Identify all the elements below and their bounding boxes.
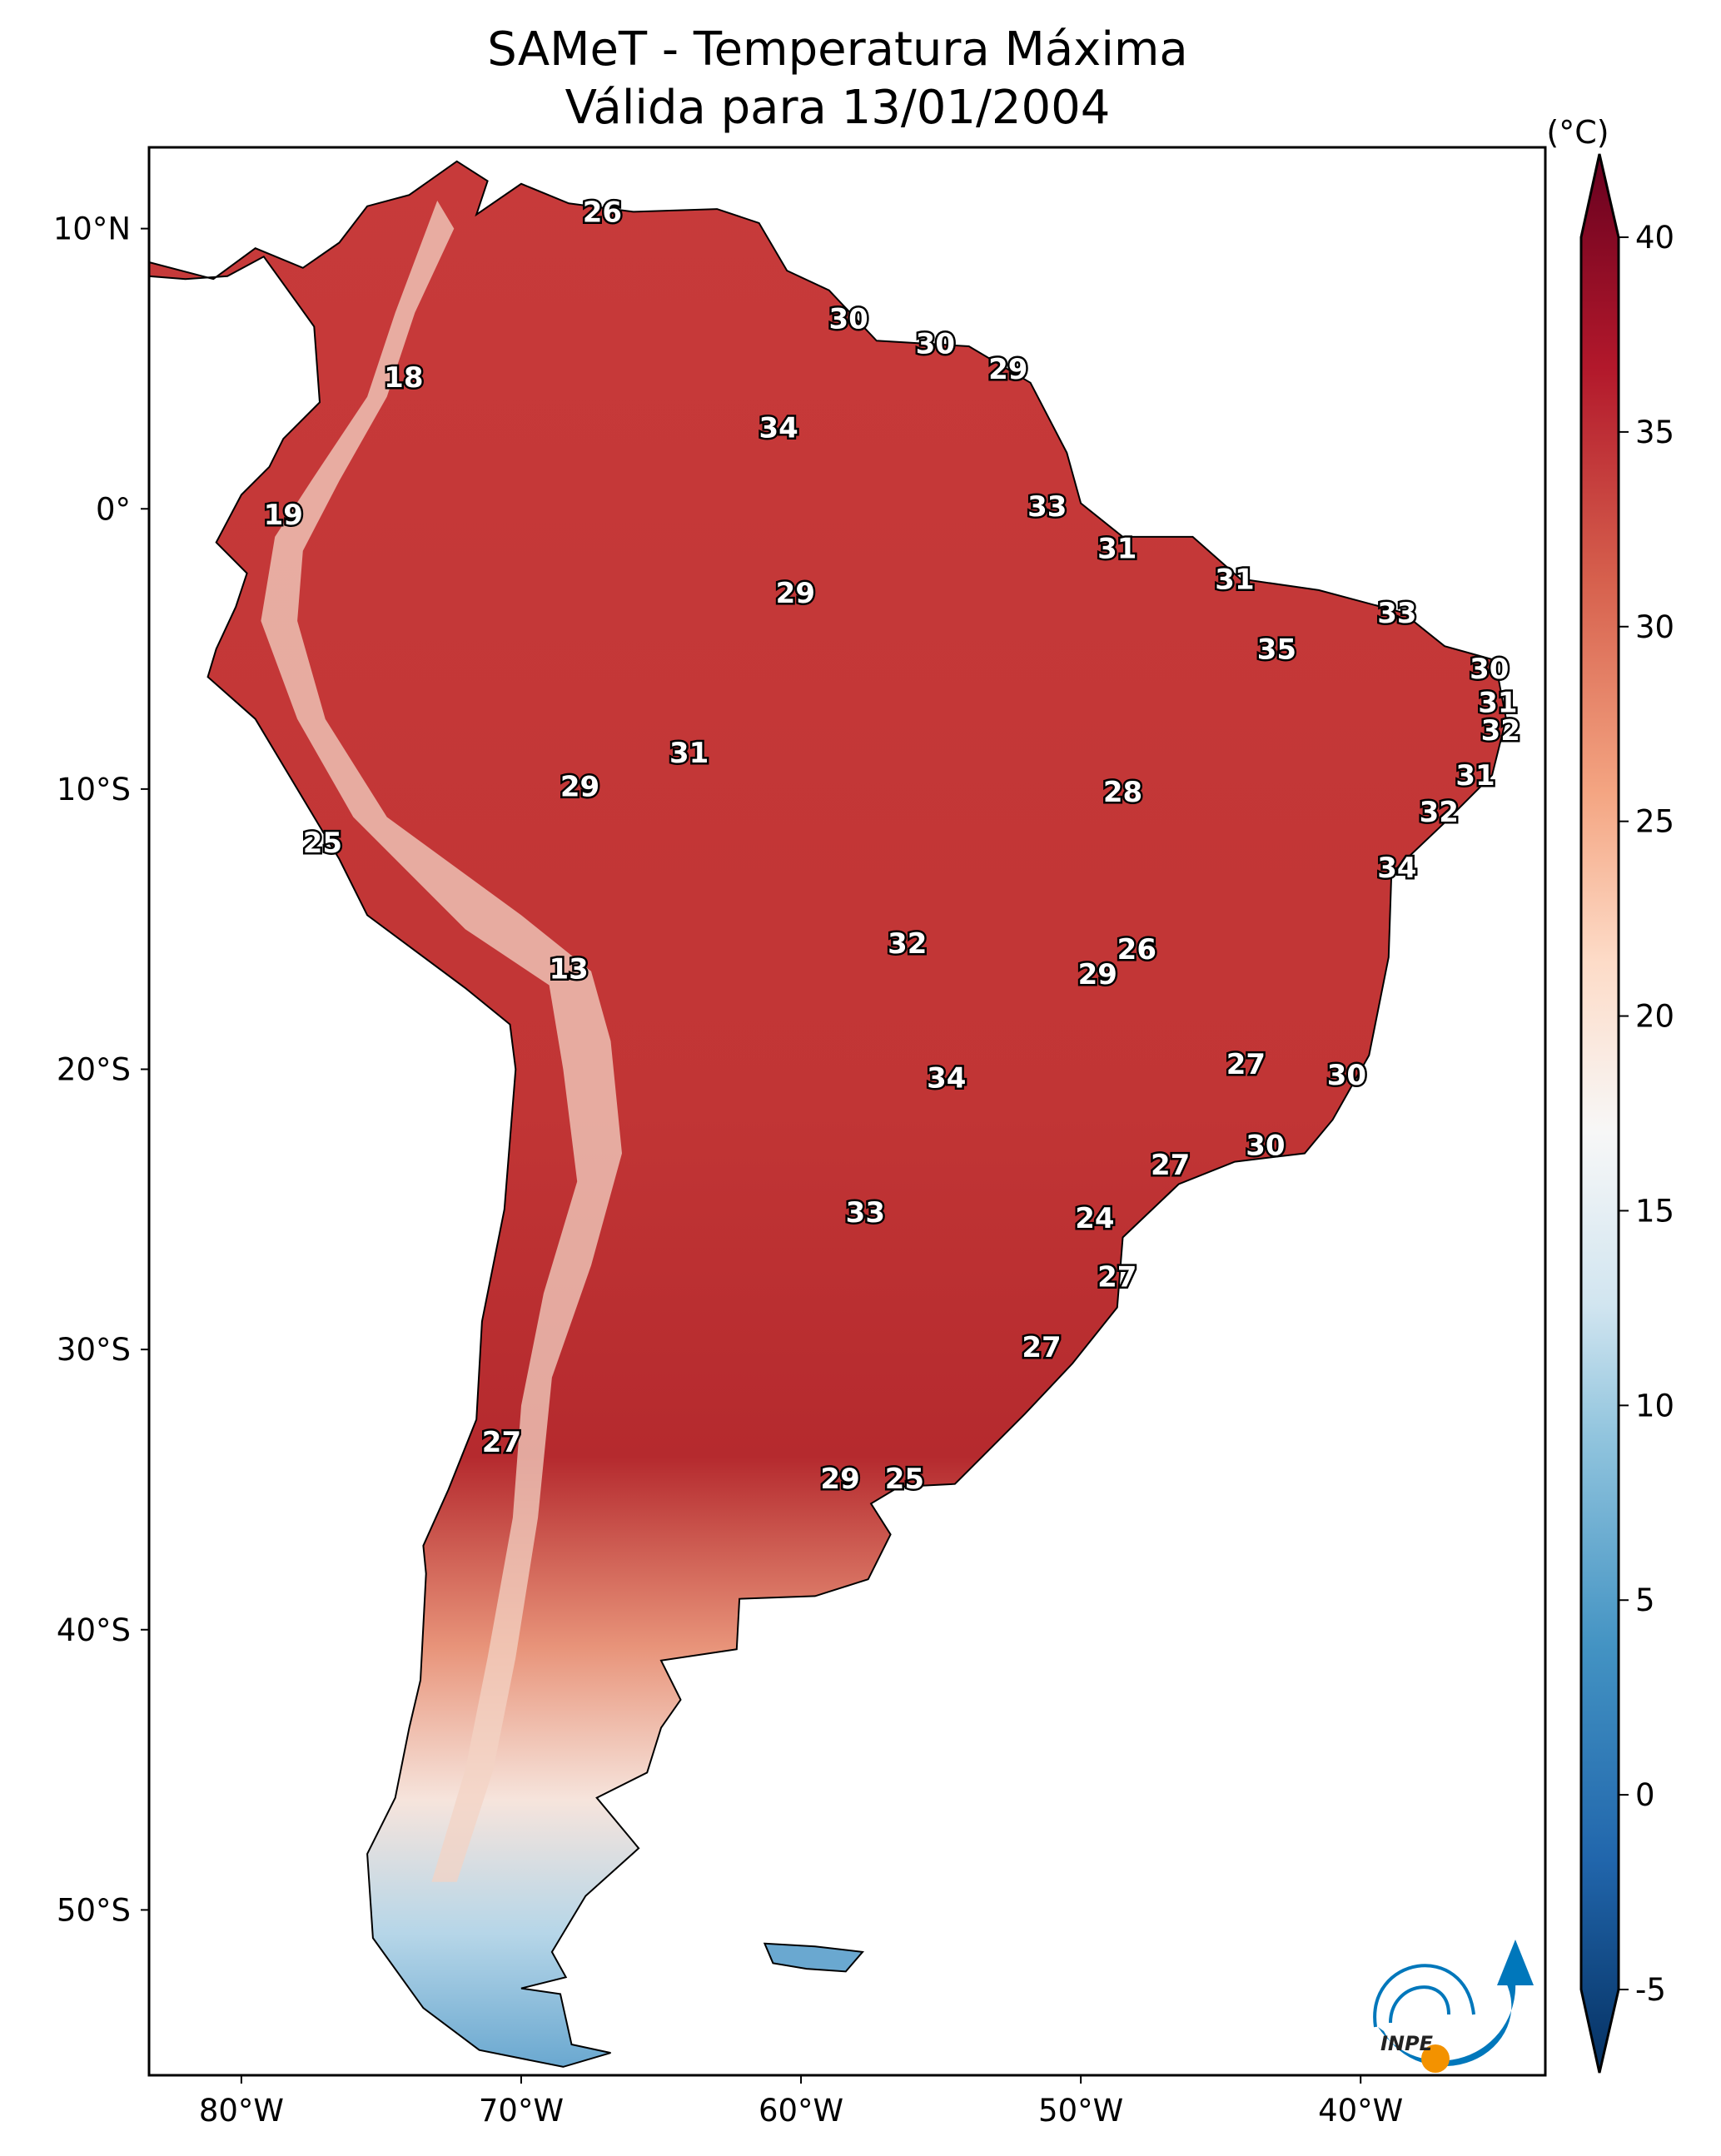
lat-tick-label: 20°S	[57, 1052, 131, 1088]
contour-label: 33	[846, 1196, 885, 1230]
contour-label: 25	[885, 1463, 924, 1496]
longitude-ticks: 80°W 70°W 60°W 50°W 40°W	[199, 2075, 1403, 2129]
contour-label: 29	[776, 577, 815, 610]
contour-label: 27	[1097, 1261, 1137, 1294]
lat-tick-label: 30°S	[57, 1332, 131, 1368]
contour-label: 26	[1117, 933, 1156, 966]
contour-label: 34	[1377, 852, 1416, 885]
colorbar-tick-label: 20	[1635, 999, 1674, 1035]
contour-label: 27	[1151, 1149, 1190, 1182]
colorbar-tick-label: 30	[1635, 609, 1674, 645]
contour-label: 27	[482, 1426, 521, 1459]
lat-tick-label: 10°N	[53, 211, 131, 247]
lon-tick-label: 60°W	[759, 2093, 843, 2129]
south-america-temperature-field	[148, 160, 1507, 2068]
contour-label: 30	[829, 302, 868, 335]
lat-tick-label: 0°	[96, 491, 131, 527]
title-line-2: Válida para 13/01/2004	[565, 81, 1111, 135]
contour-label: 31	[1215, 563, 1254, 596]
colorbar-tick-label: 40	[1635, 220, 1674, 256]
contour-label: 13	[549, 952, 588, 986]
contour-label: 30	[1470, 653, 1509, 686]
lat-tick-label: 40°S	[57, 1612, 131, 1648]
latitude-ticks: 10°N 0° 10°S 20°S 30°S 40°S 50°S	[53, 211, 149, 1928]
contour-label: 27	[1226, 1048, 1266, 1081]
contour-label: 32	[1481, 714, 1520, 748]
lat-tick-label: 10°S	[57, 772, 131, 807]
contour-label: 29	[988, 353, 1027, 386]
lat-tick-label: 50°S	[57, 1892, 131, 1928]
contour-label: 35	[1257, 633, 1296, 667]
contour-label: 29	[560, 771, 599, 804]
title-line-1: SAMeT - Temperatura Máxima	[487, 22, 1188, 77]
contour-label: 32	[888, 927, 927, 961]
colorbar-tick-label: 15	[1635, 1193, 1674, 1229]
contour-label: 29	[1078, 958, 1117, 991]
colorbar-tick-label: 5	[1635, 1582, 1655, 1618]
contour-label: 25	[303, 827, 342, 860]
colorbar-tick-label: 10	[1635, 1388, 1674, 1423]
contour-label: 34	[927, 1062, 966, 1095]
contour-label: 31	[1097, 532, 1137, 565]
colorbar-unit-label: (°C)	[1546, 114, 1609, 151]
colorbar-body	[1579, 153, 1620, 2074]
contour-label: 26	[583, 196, 622, 229]
contour-label: 32	[1420, 796, 1459, 829]
lon-tick-label: 70°W	[479, 2093, 564, 2129]
colorbar-tick-label: -5	[1635, 1972, 1666, 2008]
contour-label: 31	[1478, 687, 1517, 720]
contour-label: 34	[759, 412, 798, 445]
inpe-logo: INPE	[1373, 1940, 1534, 2073]
contour-label: 30	[916, 328, 955, 361]
contour-label: 19	[264, 499, 303, 532]
contour-label: 29	[820, 1463, 859, 1496]
colorbar-ticks: 40 35 30 25 20 15 10 5 0 -5	[1619, 220, 1674, 2008]
contour-label: 33	[1377, 597, 1416, 630]
map-frame	[147, 146, 1547, 2077]
colorbar-tick-label: 25	[1635, 804, 1674, 840]
contour-label: 31	[669, 737, 709, 770]
colorbar-tick-label: 35	[1635, 415, 1674, 450]
contour-label: 27	[1022, 1331, 1061, 1364]
falkland-islands	[763, 1942, 864, 1973]
contour-label: 24	[1075, 1202, 1114, 1235]
lon-tick-label: 50°W	[1038, 2093, 1123, 2129]
lon-tick-label: 40°W	[1318, 2093, 1403, 2129]
lon-tick-label: 80°W	[199, 2093, 284, 2129]
colorbar-tick-label: 0	[1635, 1777, 1655, 1813]
colorbar: (°C) 40 35 30 25 20 15 10 5 0 -5	[1546, 114, 1674, 2074]
contour-label: 33	[1027, 490, 1067, 524]
contour-label: 30	[1246, 1129, 1285, 1162]
contour-label: 30	[1327, 1059, 1366, 1092]
contour-label: 31	[1455, 759, 1495, 792]
contour-label: 18	[384, 361, 423, 395]
andes-cool-band	[261, 201, 622, 1882]
contour-label: 28	[1103, 776, 1142, 809]
logo-text: INPE	[1380, 2032, 1434, 2055]
